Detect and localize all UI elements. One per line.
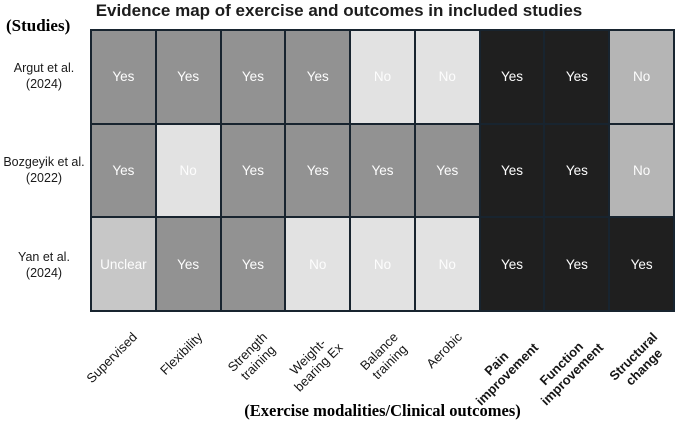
column-label: Pain improvement xyxy=(472,339,541,408)
chart-title: Evidence map of exercise and outcomes in… xyxy=(95,1,583,20)
column-label: Weight- bearing Ex xyxy=(287,335,346,395)
x-axis-title: (Exercise modalities/Clinical outcomes) xyxy=(244,401,521,420)
grid-cell: Yes xyxy=(545,218,609,310)
grid-cell: Yes xyxy=(221,218,285,310)
grid-cell: Yes xyxy=(92,31,155,123)
grid-cell: Yes xyxy=(480,31,544,123)
grid-cell: No xyxy=(351,31,414,123)
column-label: Supervised xyxy=(83,329,141,386)
grid-cell: No xyxy=(415,31,479,123)
column-label: Structural change xyxy=(606,329,666,388)
column-label: Balance training xyxy=(356,329,410,382)
row-label: Argut et al. (2024) xyxy=(13,60,75,92)
grid-cell: Yes xyxy=(286,124,350,217)
grid-cell: Yes xyxy=(480,124,544,217)
grid-cell: Yes xyxy=(156,218,220,310)
grid-cell: No xyxy=(286,218,350,310)
grid-cell: Yes xyxy=(92,124,155,217)
grid-cell: Yes xyxy=(221,31,285,123)
grid-cell: No xyxy=(156,124,220,217)
row-label: Yan et al. (2024) xyxy=(18,249,70,280)
grid-cell: No xyxy=(610,31,673,123)
grid-cell: Yes xyxy=(480,218,544,310)
grid-cell: No xyxy=(415,218,479,310)
column-labels: Supervised Flexibility Strength training We… xyxy=(84,329,675,408)
grid-cell: Unclear xyxy=(92,218,155,310)
column-label: Function improvement xyxy=(536,338,606,408)
grid-cell: Yes xyxy=(415,124,479,217)
grid-cell: Yes xyxy=(351,124,414,217)
grid-cell: Yes xyxy=(286,31,350,123)
grid-cell: No xyxy=(610,124,673,217)
grid-cell: Yes xyxy=(156,31,220,123)
heatmap-grid: Yes Yes Yes Yes No No Yes Yes No Yes No Yes Yes Yes Ye… xyxy=(90,29,675,312)
grid-cell: Yes xyxy=(221,124,285,217)
row-labels: Argut et al. (2024) Bozgeyik et al. (2022… xyxy=(0,29,88,312)
column-label: Strength training xyxy=(225,329,279,383)
column-label: Aerobic xyxy=(423,329,466,372)
row-label: Bozgeyik et al. (2022) xyxy=(3,155,85,186)
grid-cell: No xyxy=(351,218,414,310)
y-axis-title: (Studies) xyxy=(6,16,71,35)
grid-cell: Yes xyxy=(610,218,673,310)
column-label: Flexibility xyxy=(156,329,206,378)
grid-cell: Yes xyxy=(545,31,609,123)
grid-cell: Yes xyxy=(545,124,609,217)
